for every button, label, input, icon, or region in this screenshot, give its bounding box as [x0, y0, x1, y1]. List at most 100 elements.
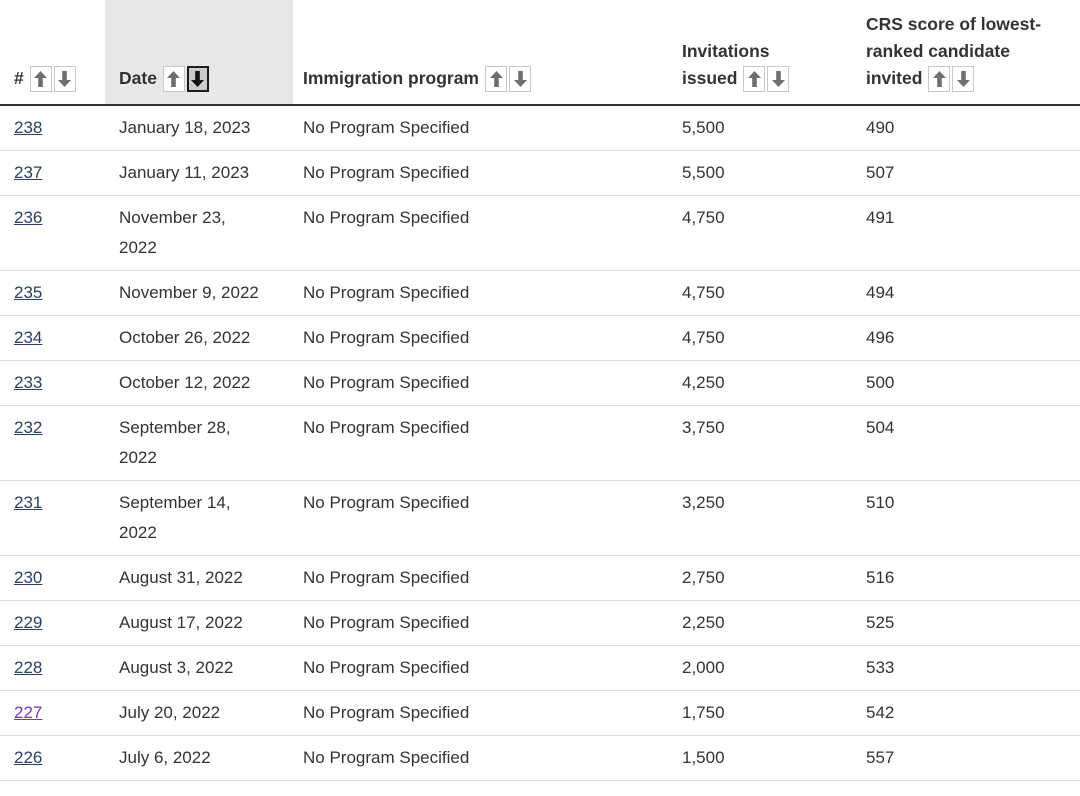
- table-row: 231 September 14, 2022 No Program Specif…: [0, 480, 1080, 556]
- invitations-issued-cell: 5,500: [672, 105, 856, 151]
- immigration-program-cell: No Program Specified: [293, 360, 672, 406]
- table-row: 238 January 18, 2023 No Program Specifie…: [0, 105, 1080, 151]
- sort-ascending-button[interactable]: [485, 66, 507, 92]
- sort-descending-button[interactable]: [509, 66, 531, 92]
- immigration-program-cell: No Program Specified: [293, 555, 672, 601]
- draw-date-cell: October 12, 2022: [105, 360, 293, 406]
- sort-descending-button[interactable]: [952, 66, 975, 92]
- draw-date-cell: August 3, 2022: [105, 645, 293, 691]
- invitations-issued-cell: 2,750: [672, 555, 856, 601]
- sort-descending-button[interactable]: [186, 66, 209, 92]
- invitations-issued-cell: 5,500: [672, 150, 856, 196]
- crs-score-cell: 500: [856, 360, 1080, 406]
- draw-number-cell: 226: [0, 735, 105, 781]
- immigration-program-cell: No Program Specified: [293, 270, 672, 316]
- table-row: 234 October 26, 2022 No Program Specifie…: [0, 315, 1080, 361]
- sort-ascending-button[interactable]: [29, 66, 52, 92]
- up-arrow-icon: [167, 71, 181, 87]
- draw-number-cell: 228: [0, 645, 105, 691]
- table-header-row: # Date Immigration program Invitations i…: [0, 0, 1080, 106]
- down-arrow-icon: [513, 71, 527, 87]
- draw-number-cell: 235: [0, 270, 105, 316]
- invitations-issued-cell: 1,500: [672, 735, 856, 781]
- draw-number-link[interactable]: 238: [14, 118, 43, 137]
- draw-date-cell: November 23, 2022: [105, 195, 293, 271]
- draw-number-cell: 233: [0, 360, 105, 406]
- draw-number-link[interactable]: 233: [14, 373, 43, 392]
- down-arrow-icon: [771, 71, 785, 87]
- draw-date-cell: November 9, 2022: [105, 270, 293, 316]
- crs-score-cell: 542: [856, 690, 1080, 736]
- column-header-crs-score-label: CRS score of lowest- ranked candidate in…: [866, 13, 1042, 88]
- immigration-program-cell: No Program Specified: [293, 600, 672, 646]
- draw-number-link[interactable]: 234: [14, 328, 43, 347]
- sort-ascending-button[interactable]: [743, 66, 766, 92]
- immigration-program-cell: No Program Specified: [293, 150, 672, 196]
- invitations-issued-cell: 3,750: [672, 405, 856, 481]
- crs-score-cell: 491: [856, 195, 1080, 271]
- column-header-immigration-program: Immigration program: [293, 0, 672, 106]
- column-header-immigration-program-label: Immigration program: [303, 67, 479, 88]
- crs-score-cell: 507: [856, 150, 1080, 196]
- invitations-issued-cell: 1,750: [672, 690, 856, 736]
- column-header-date-label: Date: [119, 67, 157, 88]
- crs-score-cell: 510: [856, 480, 1080, 556]
- immigration-program-cell: No Program Specified: [293, 735, 672, 781]
- table-row: 232 September 28, 2022 No Program Specif…: [0, 405, 1080, 481]
- draw-number-link[interactable]: 232: [14, 418, 43, 437]
- crs-score-cell: 525: [856, 600, 1080, 646]
- immigration-program-cell: No Program Specified: [293, 405, 672, 481]
- crs-score-cell: 490: [856, 105, 1080, 151]
- draw-number-link[interactable]: 227: [14, 703, 43, 722]
- column-header-number: #: [0, 0, 105, 106]
- sort-ascending-button[interactable]: [928, 66, 951, 92]
- draw-number-link[interactable]: 230: [14, 568, 43, 587]
- draw-number-cell: 238: [0, 105, 105, 151]
- draw-number-cell: 229: [0, 600, 105, 646]
- table-row: 229 August 17, 2022 No Program Specified…: [0, 600, 1080, 646]
- draw-number-link[interactable]: 226: [14, 748, 43, 767]
- down-arrow-icon: [956, 71, 970, 87]
- draw-number-link[interactable]: 229: [14, 613, 43, 632]
- down-arrow-icon: [191, 71, 205, 87]
- table-row: 237 January 11, 2023 No Program Specifie…: [0, 150, 1080, 196]
- draw-number-cell: 227: [0, 690, 105, 736]
- draw-number-cell: 232: [0, 405, 105, 481]
- immigration-program-cell: No Program Specified: [293, 480, 672, 556]
- draw-date-cell: September 14, 2022: [105, 480, 293, 556]
- sort-ascending-button[interactable]: [162, 66, 185, 92]
- draw-number-link[interactable]: 236: [14, 208, 43, 227]
- table-row: 228 August 3, 2022 No Program Specified …: [0, 645, 1080, 691]
- up-arrow-icon: [932, 71, 946, 87]
- draw-number-cell: 234: [0, 315, 105, 361]
- draw-number-cell: 231: [0, 480, 105, 556]
- crs-score-cell: 533: [856, 645, 1080, 691]
- draw-date-cell: July 20, 2022: [105, 690, 293, 736]
- sort-descending-button[interactable]: [767, 66, 790, 92]
- invitations-issued-cell: 4,750: [672, 270, 856, 316]
- draw-date-cell: January 18, 2023: [105, 105, 293, 151]
- draw-number-link[interactable]: 235: [14, 283, 43, 302]
- invitations-issued-cell: 3,250: [672, 480, 856, 556]
- column-header-number-label: #: [14, 67, 24, 88]
- invitations-issued-cell: 4,750: [672, 315, 856, 361]
- draw-number-link[interactable]: 237: [14, 163, 43, 182]
- draw-date-cell: September 28, 2022: [105, 405, 293, 481]
- sort-descending-button[interactable]: [53, 66, 76, 92]
- immigration-program-cell: No Program Specified: [293, 105, 672, 151]
- immigration-program-cell: No Program Specified: [293, 195, 672, 271]
- draw-number-link[interactable]: 228: [14, 658, 43, 677]
- column-header-crs-score: CRS score of lowest- ranked candidate in…: [856, 0, 1080, 106]
- column-header-invitations-issued: Invitations issued: [672, 0, 856, 106]
- up-arrow-icon: [34, 71, 48, 87]
- table-row: 230 August 31, 2022 No Program Specified…: [0, 555, 1080, 601]
- column-header-date: Date: [105, 0, 293, 106]
- draw-date-cell: January 11, 2023: [105, 150, 293, 196]
- draw-date-cell: August 31, 2022: [105, 555, 293, 601]
- draw-number-link[interactable]: 231: [14, 493, 43, 512]
- down-arrow-icon: [58, 71, 72, 87]
- crs-score-cell: 504: [856, 405, 1080, 481]
- table-row: 227 July 20, 2022 No Program Specified 1…: [0, 690, 1080, 736]
- table-row: 236 November 23, 2022 No Program Specifi…: [0, 195, 1080, 271]
